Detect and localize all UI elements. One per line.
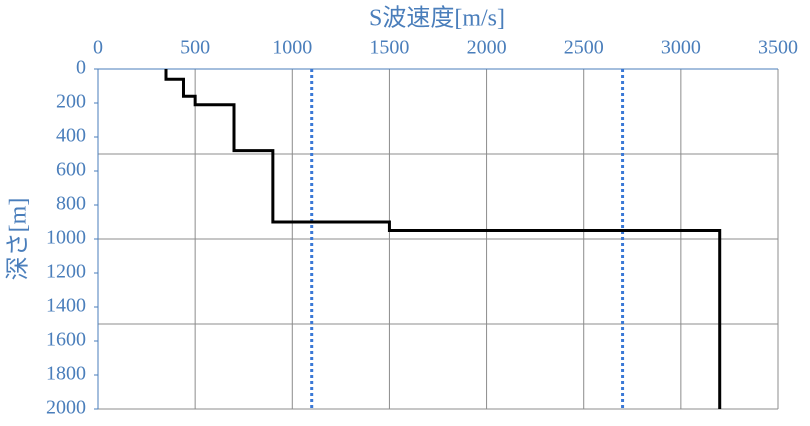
x-tick-label: 1500 xyxy=(369,37,409,59)
y-tick-label: 600 xyxy=(56,159,86,181)
y-tick-label: 1600 xyxy=(46,329,86,351)
y-tick-label: 1200 xyxy=(46,261,86,283)
x-axis-label: S波速度[m/s] xyxy=(369,5,505,32)
y-tick-label: 400 xyxy=(56,125,86,147)
series-line xyxy=(164,69,722,409)
y-tick-label: 1800 xyxy=(46,363,86,385)
x-tick-label: 2500 xyxy=(564,37,604,59)
x-tick-label: 500 xyxy=(180,37,210,59)
y-tick-label: 1000 xyxy=(46,227,86,249)
x-tick-label: 1000 xyxy=(272,37,312,59)
x-tick-label: 0 xyxy=(93,37,103,59)
x-tick-label: 3500 xyxy=(758,37,798,59)
y-tick-label: 200 xyxy=(56,91,86,113)
y-axis-label: 深さ[m] xyxy=(5,198,32,281)
x-tick-label: 3000 xyxy=(661,37,701,59)
y-tick-label: 2000 xyxy=(46,397,86,419)
y-tick-label: 1400 xyxy=(46,295,86,317)
y-tick-label: 0 xyxy=(76,57,86,79)
x-tick-label: 2000 xyxy=(467,37,507,59)
y-tick-label: 800 xyxy=(56,193,86,215)
